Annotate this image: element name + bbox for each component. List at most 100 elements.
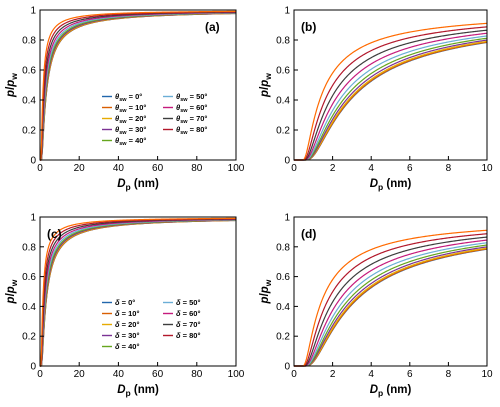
x-axis-label: Dp (nm) <box>117 178 159 192</box>
y-tick-label: 0.6 <box>22 272 36 283</box>
series-line---80- <box>294 26 488 161</box>
y-tick-label: 1 <box>30 6 36 17</box>
legend-label: θsw = 60° <box>176 103 207 114</box>
y-tick-label: 0.6 <box>22 66 36 77</box>
y-tick-label: 0 <box>30 362 36 373</box>
y-tick-label: 0.8 <box>276 36 290 47</box>
legend-label: δ = 60° <box>176 309 200 318</box>
legend-label: θsw = 80° <box>176 125 207 136</box>
series-line-limit <box>40 217 236 367</box>
legend-item: δ = 80° <box>163 331 200 340</box>
legend-item: δ = 50° <box>163 298 200 307</box>
legend-label: θsw = 70° <box>176 114 207 125</box>
legend-item: δ = 70° <box>163 320 200 329</box>
y-axis-label: p/pw <box>259 73 273 98</box>
y-tick-label: 0.4 <box>22 302 36 313</box>
legend-item: θsw = 30° <box>102 125 146 136</box>
legend-item: δ = 0° <box>102 298 135 307</box>
y-axis-label: p/pw <box>259 279 273 304</box>
legend-item: θsw = 0° <box>102 92 142 103</box>
x-tick-label: 0 <box>37 163 43 174</box>
legend-item: θsw = 20° <box>102 114 146 125</box>
y-tick-label: 0.8 <box>22 36 36 47</box>
plot-frame <box>293 216 488 367</box>
legend-label: δ = 10° <box>115 309 139 318</box>
legend-item: δ = 20° <box>102 320 139 329</box>
y-tick-label: 0.2 <box>22 332 36 343</box>
y-tick-label: 1 <box>30 213 36 224</box>
x-axis-label: Dp (nm) <box>117 384 159 398</box>
x-tick-label: 8 <box>446 163 452 174</box>
legend-item: δ = 60° <box>163 309 200 318</box>
legend-label: δ = 20° <box>115 320 139 329</box>
series-group <box>294 229 488 367</box>
series-line---30- <box>294 246 488 367</box>
panel-a: 0 20 40 60 80 100 0 0.2 0.4 0.6 0.8 1 Dp (nm) p/pw (a)… <box>5 6 245 193</box>
legend-label: δ = 80° <box>176 331 200 340</box>
legend-label: θsw = 10° <box>115 103 146 114</box>
x-tick-label: 8 <box>446 369 452 380</box>
x-tick-label: 0 <box>37 369 43 380</box>
x-tick-label: 6 <box>407 163 413 174</box>
series-line---40- <box>294 37 488 161</box>
plot-frame <box>39 9 237 161</box>
y-tick-label: 0.2 <box>22 126 36 137</box>
x-tick-label: 80 <box>191 369 203 380</box>
y-tick-label: 0.4 <box>276 96 290 107</box>
y-tick-label: 1 <box>284 6 290 17</box>
series-line---70- <box>294 236 488 367</box>
x-tick-label: 60 <box>152 163 164 174</box>
x-tick-label: 0 <box>291 369 297 380</box>
series-line---70- <box>294 29 488 161</box>
x-tick-label: 6 <box>407 369 413 380</box>
y-tick-label: 0.6 <box>276 272 290 283</box>
legend-item: θsw = 80° <box>163 125 207 136</box>
x-axis-label: Dp (nm) <box>370 384 412 398</box>
series-line---10- <box>294 248 488 367</box>
series-line---80- <box>294 233 488 367</box>
y-tick-label: 0.4 <box>22 96 36 107</box>
x-tick-label: 4 <box>368 369 374 380</box>
series-group <box>294 22 488 161</box>
y-tick-label: 1 <box>284 213 290 224</box>
panel-label: (b) <box>301 20 316 34</box>
x-tick-label: 20 <box>74 163 86 174</box>
x-tick-label: 20 <box>74 369 86 380</box>
y-axis-label: p/pw <box>5 73 19 98</box>
legend-label: δ = 50° <box>176 298 200 307</box>
y-tick-label: 0.4 <box>276 302 290 313</box>
y-tick-label: 0 <box>284 156 290 167</box>
series-line---60- <box>294 239 488 367</box>
x-tick-label: 40 <box>113 163 125 174</box>
y-axis-label: p/pw <box>5 279 19 304</box>
series-line---20- <box>294 40 488 161</box>
x-axis-label: Dp (nm) <box>370 178 412 192</box>
x-tick-label: 10 <box>481 163 493 174</box>
legend-label: δ = 70° <box>176 320 200 329</box>
series-group <box>40 217 237 367</box>
series-line---0- <box>294 248 488 367</box>
x-tick-label: 100 <box>228 163 245 174</box>
series-line-limit <box>294 229 488 367</box>
panel-label: (c) <box>47 227 62 241</box>
x-tick-label: 40 <box>113 369 125 380</box>
y-tick-label: 0.8 <box>22 242 36 253</box>
y-tick-label: 0 <box>30 156 36 167</box>
series-line---60- <box>294 32 488 161</box>
series-line---0- <box>294 41 488 161</box>
series-line---50- <box>294 35 488 161</box>
series-line-limit <box>294 22 488 161</box>
y-tick-label: 0 <box>284 362 290 373</box>
panel-b: 0 2 4 6 8 10 0 0.2 0.4 0.6 0.8 1 Dp (nm) p/pw (b) <box>259 6 493 193</box>
series-line---40- <box>294 244 488 367</box>
y-tick-label: 0.2 <box>276 332 290 343</box>
series-line---50- <box>294 242 488 367</box>
series-group <box>40 10 237 161</box>
x-tick-label: 4 <box>368 163 374 174</box>
series-line---10- <box>294 41 488 161</box>
legend-label: θsw = 0° <box>115 92 142 103</box>
legend-label: δ = 30° <box>115 331 139 340</box>
legend-item: δ = 10° <box>102 309 139 318</box>
x-tick-label: 60 <box>152 369 164 380</box>
